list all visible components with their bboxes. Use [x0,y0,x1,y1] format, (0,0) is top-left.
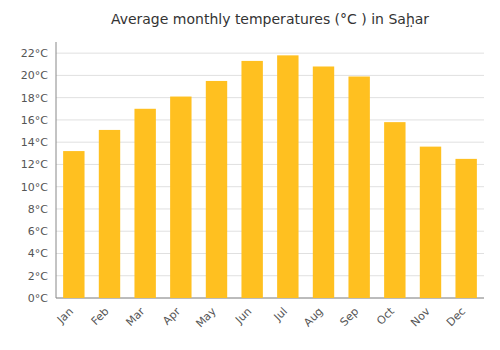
x-tick-label: Jan [54,305,76,327]
y-tick-label: 16°C [21,114,48,127]
x-tick-label: Oct [374,304,397,327]
bar [420,147,441,298]
x-tick-label: Nov [408,305,433,330]
x-tick-label: Aug [301,305,325,329]
y-tick-label: 10°C [21,181,48,194]
y-tick-label: 2°C [28,270,48,283]
bar [313,66,334,298]
bar [455,159,476,298]
bars [63,55,477,298]
grid-line [56,119,484,120]
bar [134,109,155,298]
x-tick-label: Jul [271,305,290,324]
y-axis-line [56,42,57,298]
y-tick-label: 14°C [21,136,48,149]
x-tick-label: Sep [337,305,361,329]
y-grid [56,53,484,298]
y-tick-label: 20°C [21,69,48,82]
bar [241,61,262,298]
y-tick-label: 12°C [21,158,48,171]
bar [384,122,405,298]
bar [277,55,298,298]
grid-line [56,53,484,54]
x-tick-label: Jun [232,305,254,327]
bar [348,77,369,298]
x-tick-label: Mar [123,305,147,329]
bar [170,97,191,298]
bar [63,151,84,298]
x-tick-label: Feb [89,305,112,328]
y-tick-label: 8°C [28,203,48,216]
title: Average monthly temperatures (°C ) in Sa… [111,11,429,27]
y-tick-label: 18°C [21,92,48,105]
y-tick-label: 4°C [28,247,48,260]
x-tick-label: Dec [444,305,468,329]
grid-line [56,75,484,76]
x-tick-label: Apr [160,305,183,328]
chart: Average monthly temperatures (°C ) in Sa… [0,0,500,350]
y-tick-label: 0°C [28,292,48,305]
y-tick-label: 6°C [28,225,48,238]
grid-line [56,97,484,98]
bar [206,81,227,298]
bar [99,130,120,298]
y-tick-label: 22°C [21,47,48,60]
x-tick-label: May [193,305,219,331]
chart-container: Average monthly temperatures (°C ) in Sa… [0,0,500,350]
